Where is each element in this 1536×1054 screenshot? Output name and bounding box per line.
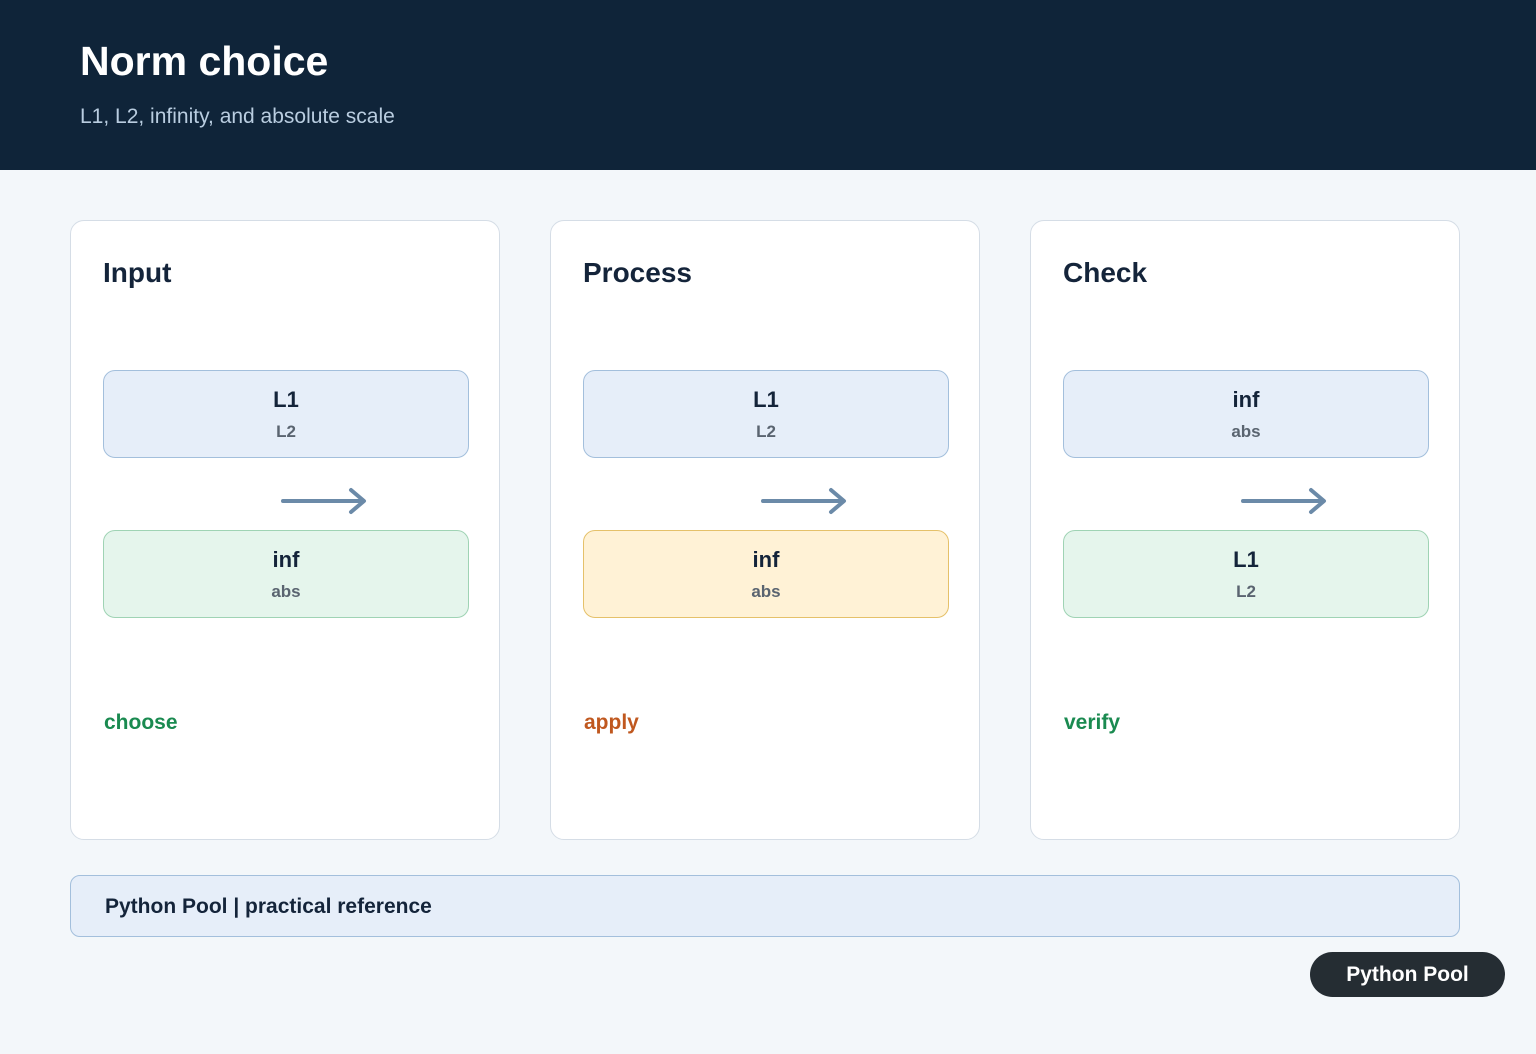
header: Norm choice L1, L2, infinity, and absolu… [0,0,1536,170]
node-main: inf [272,547,300,572]
title: Norm choice [80,38,329,84]
panel-label: choose [104,711,178,734]
arrow [761,488,846,514]
footer: Python Pool | practical reference [70,875,1460,937]
arrow [1241,488,1326,514]
panel: Check inf abs L1 L2 verify [1030,220,1460,840]
panel: Input L1 L2 inf abs choose [70,220,500,840]
node-sub: abs [1231,422,1261,441]
arrow [281,488,366,514]
node: L1 L2 [1063,530,1429,618]
node-main: inf [1232,387,1260,412]
panel-title: Process [583,257,692,288]
node: inf abs [103,530,469,618]
node-sub: abs [271,582,301,601]
panel-title: Input [103,257,172,288]
node-sub: abs [751,582,781,601]
panel-label: verify [1064,711,1121,734]
panel: Process L1 L2 inf abs apply [550,220,980,840]
node-sub: L2 [756,422,776,441]
subtitle: L1, L2, infinity, and absolute scale [80,105,395,128]
node-sub: L2 [1236,582,1256,601]
node-sub: L2 [276,422,296,441]
node-main: L1 [753,387,779,412]
node: inf abs [583,530,949,618]
node-main: inf [752,547,780,572]
node: L1 L2 [103,370,469,458]
footer-text: Python Pool | practical reference [105,895,432,918]
badge: Python Pool [1310,952,1505,997]
panel-label: apply [584,711,639,734]
node: L1 L2 [583,370,949,458]
node: inf abs [1063,370,1429,458]
node-main: L1 [273,387,299,412]
node-main: L1 [1233,547,1259,572]
panel-title: Check [1063,257,1148,288]
